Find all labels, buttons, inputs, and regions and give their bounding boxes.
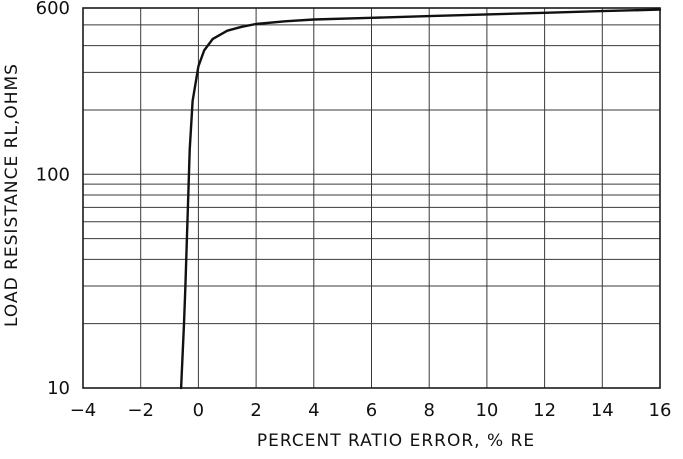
x-tick-label: −2 xyxy=(127,400,154,421)
y-axis-title: LOAD RESISTANCE RL,OHMS xyxy=(2,63,22,327)
x-tick-label: 4 xyxy=(308,400,319,421)
x-tick-label: 10 xyxy=(475,400,498,421)
y-tick-labels: 10 100 600 xyxy=(36,0,70,399)
plot-frame xyxy=(82,7,661,389)
x-tick-label: 14 xyxy=(591,400,614,421)
y-tick-label: 10 xyxy=(47,378,70,399)
x-axis-title: PERCENT RATIO ERROR, % RE xyxy=(257,431,535,451)
y-tick-label: 100 xyxy=(36,164,70,185)
x-tick-label: 2 xyxy=(250,400,261,421)
x-tick-label: 8 xyxy=(423,400,434,421)
series-line xyxy=(179,8,662,390)
grid xyxy=(82,7,661,389)
y-tick-label: 600 xyxy=(36,0,70,19)
x-tick-label: −4 xyxy=(70,400,97,421)
x-tick-labels: −4 −2 0 2 4 6 8 10 12 14 16 xyxy=(70,400,672,421)
x-tick-label: 12 xyxy=(533,400,556,421)
x-tick-label: 16 xyxy=(649,400,672,421)
x-tick-label: 6 xyxy=(366,400,377,421)
x-tick-label: 0 xyxy=(193,400,204,421)
